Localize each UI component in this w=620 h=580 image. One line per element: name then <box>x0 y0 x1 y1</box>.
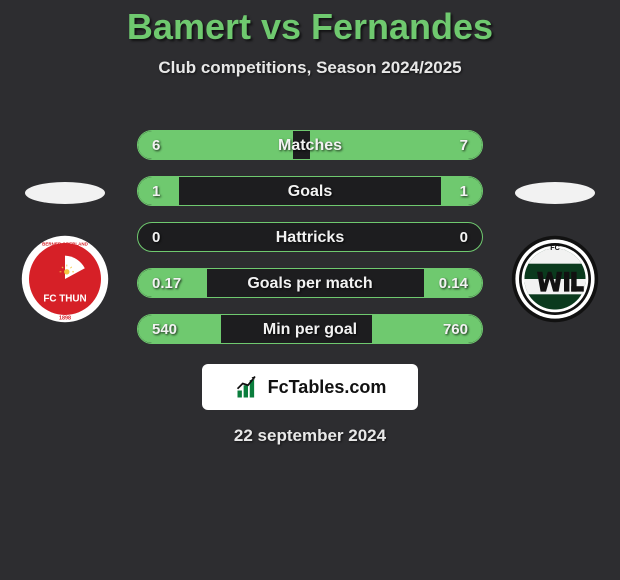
svg-text:1898: 1898 <box>59 316 71 322</box>
right-avatar-placeholder <box>515 182 595 204</box>
fc-thun-crest-icon: BERNER OBERLAND FC THUN 1898 <box>20 234 110 324</box>
svg-text:BERNER OBERLAND: BERNER OBERLAND <box>42 242 89 247</box>
stat-row: 67Matches <box>137 130 483 160</box>
bar-chart-icon <box>234 373 262 401</box>
svg-text:FC: FC <box>550 243 560 252</box>
left-avatar-placeholder <box>25 182 105 204</box>
fctables-logo-box[interactable]: FcTables.com <box>202 364 418 410</box>
stat-row: 540760Min per goal <box>137 314 483 344</box>
page-title: Bamert vs Fernandes <box>0 0 620 48</box>
stat-label: Matches <box>138 131 482 159</box>
right-player-col: FC <box>510 182 600 324</box>
left-club-badge: BERNER OBERLAND FC THUN 1898 <box>20 234 110 324</box>
logo-text: FcTables.com <box>268 377 387 398</box>
left-player-col: BERNER OBERLAND FC THUN 1898 <box>20 182 110 324</box>
stat-label: Goals <box>138 177 482 205</box>
stat-label: Min per goal <box>138 315 482 343</box>
content-area: BERNER OBERLAND FC THUN 1898 <box>0 130 620 446</box>
stat-label: Goals per match <box>138 269 482 297</box>
svg-text:FC THUN: FC THUN <box>43 294 86 305</box>
fc-wil-crest-icon: FC <box>510 234 600 324</box>
stat-row: 11Goals <box>137 176 483 206</box>
stats-list: 67Matches 11Goals 00Hattricks 0.170.14Goals… <box>137 130 483 344</box>
date-text: 22 september 2024 <box>0 426 620 446</box>
stat-label: Hattricks <box>138 223 482 251</box>
subtitle: Club competitions, Season 2024/2025 <box>0 58 620 78</box>
right-club-badge: FC <box>510 234 600 324</box>
stat-row: 0.170.14Goals per match <box>137 268 483 298</box>
stat-row: 00Hattricks <box>137 222 483 252</box>
